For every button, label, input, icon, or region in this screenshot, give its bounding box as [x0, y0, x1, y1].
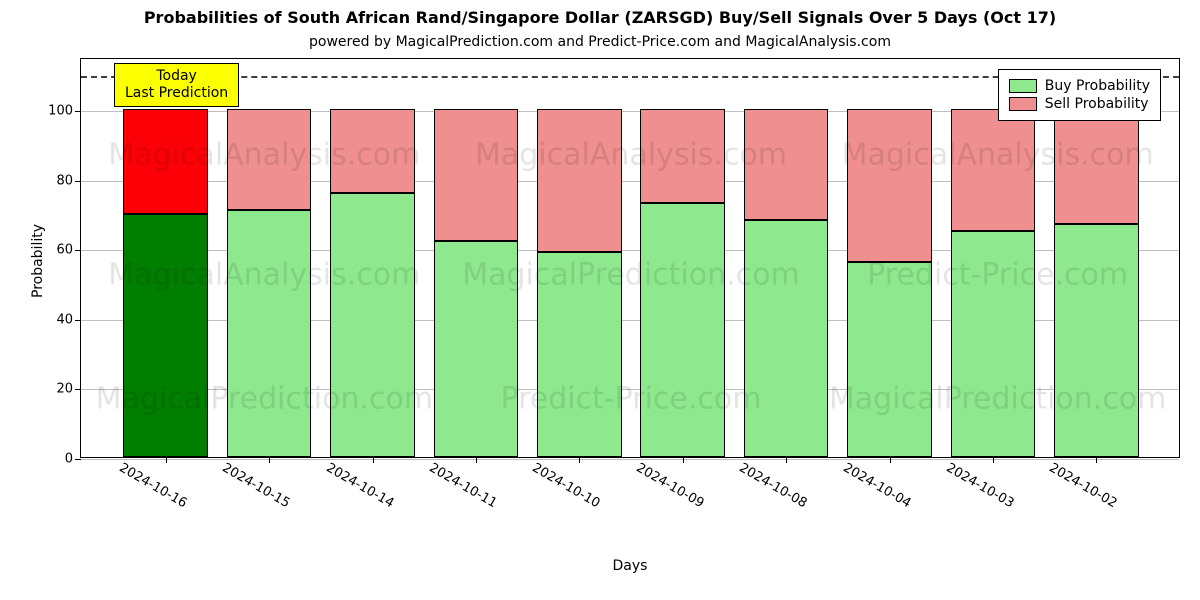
- x-tick-mark: [683, 457, 684, 463]
- x-tick-label: 2024-10-16: [116, 460, 189, 511]
- y-tick-label: 40: [56, 312, 81, 327]
- x-tick-label: 2024-10-15: [220, 460, 293, 511]
- bar-slot: [640, 57, 725, 457]
- legend: Buy Probability Sell Probability: [998, 69, 1161, 121]
- bar-buy: [847, 262, 932, 457]
- x-tick-label: 2024-10-03: [943, 460, 1016, 511]
- plot-area: 020406080100 MagicalAnalysis.comMagicalA…: [80, 58, 1180, 458]
- x-tick-mark: [269, 457, 270, 463]
- y-tick-label: 80: [56, 173, 81, 188]
- bar-buy: [640, 203, 725, 457]
- y-tick-label: 60: [56, 243, 81, 258]
- bar-buy: [744, 220, 829, 457]
- bar-sell: [640, 109, 725, 203]
- bar-buy: [330, 193, 415, 457]
- x-axis-label: Days: [80, 558, 1180, 574]
- bar-slot: [744, 57, 829, 457]
- x-tick-label: 2024-10-08: [737, 460, 810, 511]
- bar-buy: [537, 252, 622, 457]
- y-gridline: [81, 459, 1179, 460]
- bar-sell: [330, 109, 415, 192]
- legend-swatch: [1009, 97, 1037, 111]
- x-tick-label: 2024-10-04: [840, 460, 913, 511]
- bar-slot: [537, 57, 622, 457]
- bar-sell: [847, 109, 932, 262]
- x-tick-label: 2024-10-10: [530, 460, 603, 511]
- x-tick-mark: [890, 457, 891, 463]
- bar-slot: [123, 57, 208, 457]
- bar-slot: [434, 57, 519, 457]
- annotation-line2: Last Prediction: [125, 85, 228, 102]
- x-tick-label: 2024-10-09: [633, 460, 706, 511]
- bar-buy: [1054, 224, 1139, 457]
- bar-sell: [434, 109, 519, 241]
- y-tick-label: 20: [56, 382, 81, 397]
- bar-sell: [537, 109, 622, 252]
- x-tick-mark: [476, 457, 477, 463]
- x-tick-mark: [166, 457, 167, 463]
- bar-slot: [330, 57, 415, 457]
- legend-row: Sell Probability: [1009, 96, 1150, 112]
- bar-sell: [227, 109, 312, 210]
- figure: Probabilities of South African Rand/Sing…: [0, 0, 1200, 600]
- legend-row: Buy Probability: [1009, 78, 1150, 94]
- bar-buy: [951, 231, 1036, 457]
- x-tick-mark: [373, 457, 374, 463]
- y-tick-label: 100: [48, 104, 81, 119]
- annotation-line1: Today: [125, 68, 228, 85]
- x-tick-mark: [1096, 457, 1097, 463]
- x-tick-mark: [579, 457, 580, 463]
- legend-swatch: [1009, 79, 1037, 93]
- legend-label: Buy Probability: [1045, 78, 1150, 94]
- bar-sell: [744, 109, 829, 220]
- x-tick-mark: [786, 457, 787, 463]
- y-tick-label: 0: [65, 452, 81, 467]
- bar-buy: [434, 241, 519, 457]
- bar-sell: [123, 109, 208, 213]
- x-tick-label: 2024-10-11: [426, 460, 499, 511]
- chart-subtitle: powered by MagicalPrediction.com and Pre…: [0, 34, 1200, 50]
- bar-buy: [123, 214, 208, 457]
- y-axis-label: Probability: [30, 224, 46, 298]
- today-annotation: Today Last Prediction: [114, 63, 239, 107]
- bar-sell: [1054, 109, 1139, 224]
- bar-slot: [847, 57, 932, 457]
- bar-slot: [227, 57, 312, 457]
- chart-title: Probabilities of South African Rand/Sing…: [0, 8, 1200, 27]
- bar-buy: [227, 210, 312, 457]
- x-tick-label: 2024-10-02: [1047, 460, 1120, 511]
- x-tick-label: 2024-10-14: [323, 460, 396, 511]
- legend-label: Sell Probability: [1045, 96, 1149, 112]
- bar-sell: [951, 109, 1036, 231]
- x-tick-mark: [993, 457, 994, 463]
